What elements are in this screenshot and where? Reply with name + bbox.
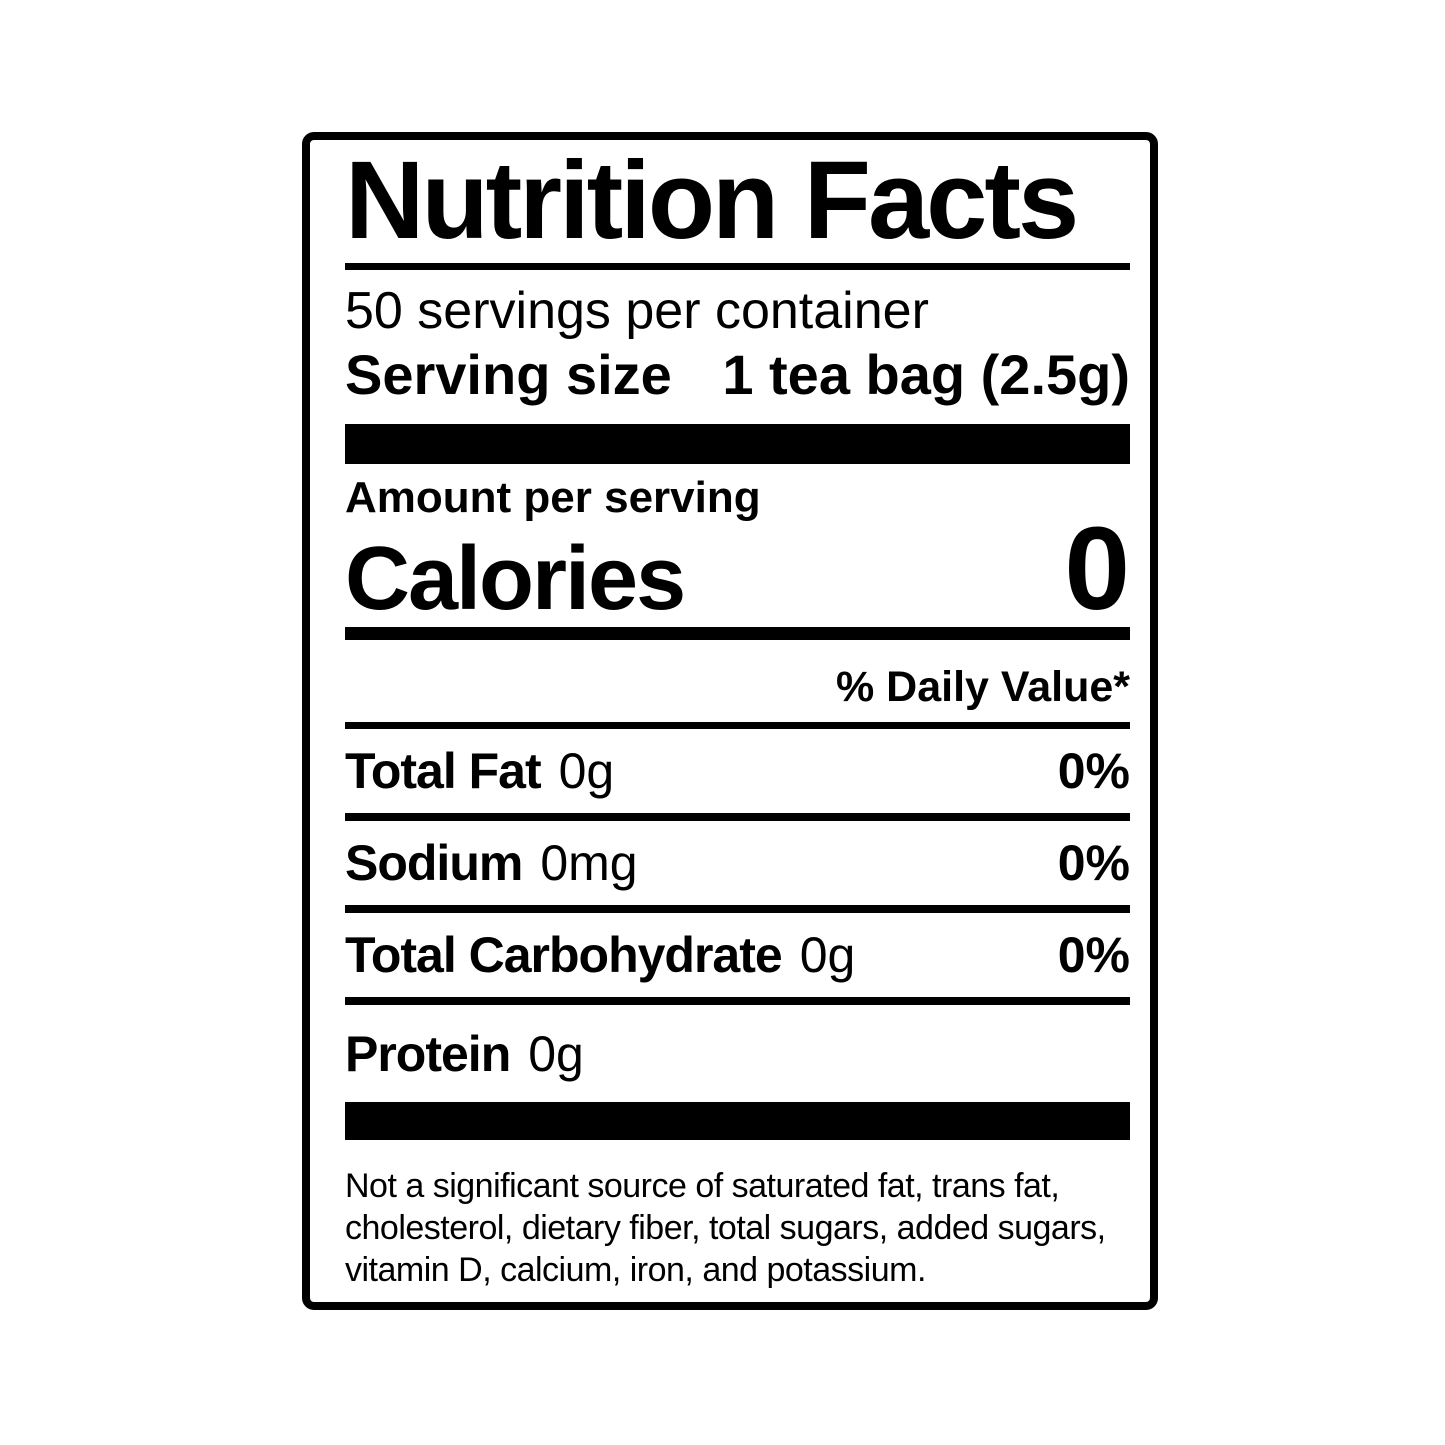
servings-per-container: 50 servings per container: [345, 282, 929, 340]
nutrient-name: Protein: [345, 1025, 511, 1082]
nutrient-left: Protein 0g: [345, 1029, 584, 1079]
nutrient-amount: 0g: [558, 743, 615, 799]
nutrient-left: Total Fat 0g: [345, 746, 614, 796]
nutrient-daily-value: 0%: [1057, 835, 1130, 891]
nutrient-row-total-carbohydrate: Total Carbohydrate 0g 0%: [345, 913, 1130, 1005]
footnote: Not a significant source of saturated fa…: [345, 1167, 1106, 1289]
calories-value: 0: [1064, 503, 1130, 636]
divider-above-nutrients: [345, 722, 1130, 729]
divider-under-title: [345, 263, 1130, 270]
nutrient-name: Total Fat: [345, 743, 542, 799]
nutrient-row-protein: Protein 0g: [345, 1005, 1130, 1102]
nutrient-amount: 0mg: [540, 835, 638, 891]
thick-separator-top: [345, 424, 1130, 464]
nutrient-daily-value: 0%: [1057, 743, 1130, 799]
nutrient-name: Total Carbohydrate: [345, 927, 783, 983]
divider-under-calories: [345, 627, 1130, 640]
serving-size-label: Serving size: [345, 343, 672, 406]
nutrient-row-total-fat: Total Fat 0g 0%: [345, 729, 1130, 821]
daily-value-header: % Daily Value*: [836, 663, 1130, 711]
amount-per-serving: Amount per serving: [345, 473, 761, 522]
thick-separator-bottom: [345, 1102, 1130, 1140]
serving-size-row: Serving size 1 tea bag (2.5g): [345, 347, 1130, 403]
nutrient-left: Sodium 0mg: [345, 838, 638, 888]
nutrient-left: Total Carbohydrate 0g: [345, 930, 855, 980]
nutrition-facts-label: Nutrition Facts 50 servings per containe…: [302, 132, 1158, 1310]
nutrient-daily-value: 0%: [1057, 927, 1130, 983]
nutrient-name: Sodium: [345, 835, 523, 891]
serving-size-value: 1 tea bag (2.5g): [722, 343, 1130, 406]
calories-row: Calories 0: [345, 503, 1130, 636]
label-title: Nutrition Facts: [345, 139, 1079, 262]
nutrient-amount: 0g: [799, 927, 856, 983]
nutrient-row-sodium: Sodium 0mg 0%: [345, 821, 1130, 913]
calories-label: Calories: [345, 528, 686, 629]
nutrient-amount: 0g: [528, 1025, 584, 1082]
